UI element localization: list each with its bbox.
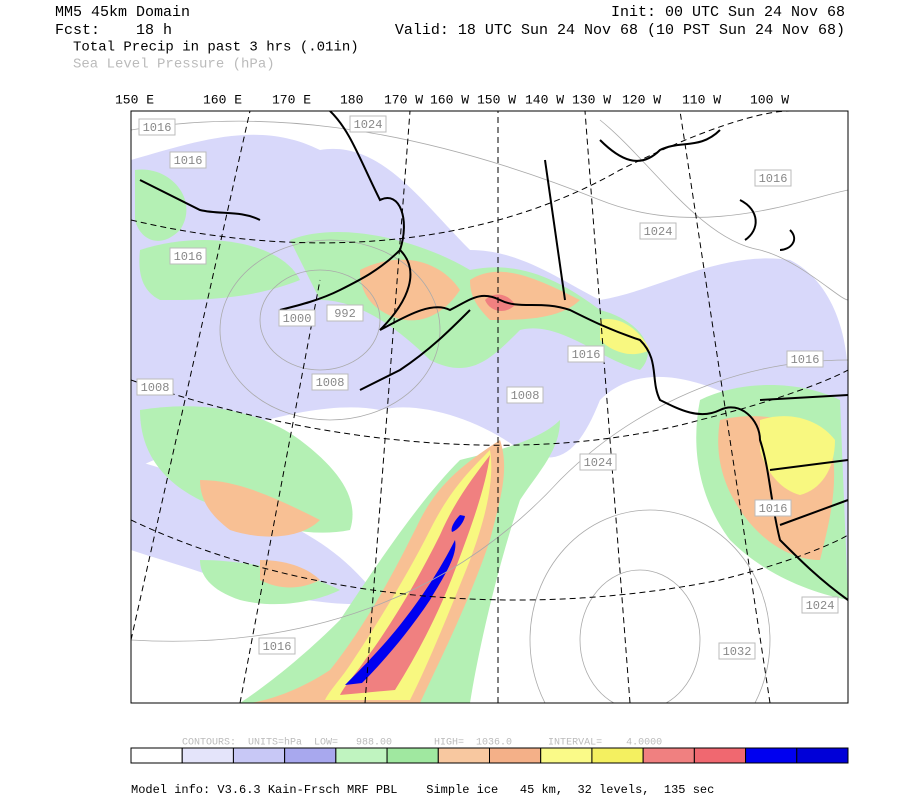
- label-box: [639, 222, 677, 240]
- pressure-label: 1016: [791, 353, 820, 367]
- pressure-label: 1024: [354, 118, 383, 132]
- longitude-label: 130 W: [572, 92, 611, 107]
- label-box: [169, 247, 207, 265]
- valid-time: Valid: 18 UTC Sun 24 Nov 68 (10 PST Sun …: [395, 22, 845, 39]
- color-cell: [489, 747, 542, 764]
- pressure-label: 992: [334, 307, 356, 321]
- color-cell: [591, 747, 644, 764]
- label-box: [349, 115, 387, 133]
- pressure-label: 1016: [572, 348, 601, 362]
- contour-info: CONTOURS: UNITS=hPa LOW= 988.00 HIGH= 10…: [182, 737, 662, 749]
- pressure-label: 1016: [263, 640, 292, 654]
- longitude-label: 100 W: [750, 92, 789, 107]
- pressure-label: 1008: [316, 376, 345, 390]
- pressure-labels: 1016 1024 1016 1016 1000 992 1008 1008 1008 1016 1…: [136, 115, 839, 660]
- label-box: [326, 304, 364, 322]
- color-cell: [693, 747, 747, 764]
- pressure-label: 1016: [759, 172, 788, 186]
- label-box: [786, 350, 824, 368]
- longitude-label: 170 E: [272, 92, 311, 107]
- color-bar: [130, 747, 849, 764]
- pressure-label: 1016: [174, 250, 203, 264]
- pressure-label: 1024: [806, 599, 835, 613]
- label-box: [136, 378, 174, 396]
- longitude-label: 180: [340, 92, 363, 107]
- label-box: [754, 169, 792, 187]
- longitude-label: 120 W: [622, 92, 661, 107]
- label-box: [169, 151, 207, 169]
- color-cell: [181, 747, 234, 764]
- domain-title: MM5 45km Domain: [55, 4, 190, 21]
- longitude-label: 110 W: [682, 92, 721, 107]
- longitude-label: 150 E: [115, 92, 154, 107]
- forecast-hour: Fcst: 18 h: [55, 22, 172, 39]
- longitude-label: 160 E: [203, 92, 242, 107]
- label-box: [754, 499, 792, 517]
- longitude-label: 160 W: [430, 92, 469, 107]
- color-cell: [796, 747, 849, 764]
- longitude-label: 150 W: [477, 92, 516, 107]
- color-cell: [130, 747, 183, 764]
- label-box: [506, 386, 544, 404]
- color-cell: [642, 747, 695, 764]
- color-cell: [437, 747, 490, 764]
- pressure-label: 1008: [141, 381, 170, 395]
- pressure-label: 1000: [283, 312, 312, 326]
- pressure-label: 1016: [174, 154, 203, 168]
- color-cell: [284, 747, 337, 764]
- color-cell: [540, 747, 593, 764]
- longitude-label: 140 W: [525, 92, 564, 107]
- model-info: Model info: V3.6.3 Kain-Frsch MRF PBL Si…: [131, 783, 714, 797]
- color-cell: [335, 747, 388, 764]
- color-cell: [386, 747, 439, 764]
- label-box: [567, 345, 605, 363]
- pressure-label: 1016: [759, 502, 788, 516]
- pressure-label: 1024: [584, 456, 613, 470]
- init-time: Init: 00 UTC Sun 24 Nov 68: [611, 4, 845, 21]
- longitude-label: 170 W: [384, 92, 423, 107]
- map-area: 1016 1024 1016 1016 1000 992 1008 1008 1008 1016 1…: [131, 111, 848, 703]
- label-box: [138, 118, 176, 136]
- color-cell: [232, 747, 286, 764]
- label-box: [258, 637, 296, 655]
- pressure-label: 1008: [511, 389, 540, 403]
- label-box: [579, 453, 617, 471]
- pressure-label: 1032: [723, 645, 752, 659]
- field-slp: Sea Level Pressure (hPa): [73, 57, 275, 73]
- color-cell: [745, 747, 798, 764]
- longitude-labels: 150 E 160 E 170 E 180 170 W 160 W 150 W 140 W 13…: [115, 92, 789, 107]
- map-frame: [130, 110, 849, 704]
- pressure-label: 1024: [644, 225, 673, 239]
- field-precip: Total Precip in past 3 hrs (.01in): [73, 40, 359, 56]
- label-box: [718, 642, 756, 660]
- pressure-label: 1016: [143, 121, 172, 135]
- label-box: [801, 596, 839, 614]
- label-box: [311, 373, 349, 391]
- label-box: [278, 309, 316, 327]
